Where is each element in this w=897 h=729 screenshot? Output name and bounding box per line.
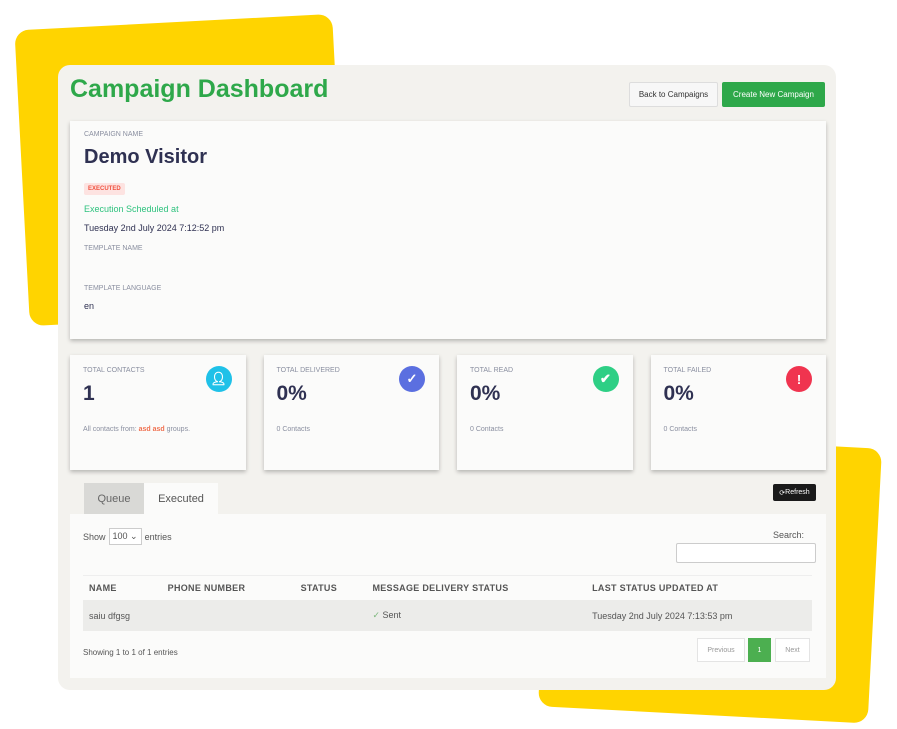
stat-card-delivered: TOTAL DELIVERED 0% 0 Contacts ✓ <box>263 355 439 470</box>
template-language: en <box>84 301 95 311</box>
stat-value: 0% <box>663 382 694 405</box>
stat-label: TOTAL READ <box>470 367 514 374</box>
stat-label: TOTAL FAILED <box>663 367 712 374</box>
stat-value: 0% <box>276 382 307 405</box>
campaign-info-card: CAMPAIGN NAME Demo Visitor EXECUTED Exec… <box>70 121 826 339</box>
check-icon: ✓ <box>372 610 383 620</box>
column-header-phone[interactable]: PHONE NUMBER <box>161 575 295 600</box>
stat-sub: 0 Contacts <box>470 426 504 433</box>
table-row: saiu dfgsg ✓ Sent Tuesday 2nd July 2024 … <box>83 600 812 631</box>
template-name <box>84 261 812 283</box>
alert-icon: ! <box>786 366 812 392</box>
next-page-button[interactable]: Next <box>775 638 810 662</box>
stat-sub: 0 Contacts <box>276 426 310 433</box>
cell-last-updated: Tuesday 2nd July 2024 7:13:53 pm <box>586 600 812 631</box>
delivery-status-text: Sent <box>382 610 402 620</box>
campaign-name-label: CAMPAIGN NAME <box>84 131 143 138</box>
search-label: Search: <box>772 530 804 540</box>
scheduled-label: Execution Scheduled at <box>84 204 179 214</box>
campaign-name: Demo Visitor <box>84 146 207 168</box>
sub-prefix: All contacts from: <box>83 426 139 433</box>
scheduled-date: Tuesday 2nd July 2024 7:12:52 pm <box>84 223 225 233</box>
column-header-last-updated[interactable]: LAST STATUS UPDATED AT <box>586 575 812 600</box>
stat-label: TOTAL DELIVERED <box>276 367 340 374</box>
stat-label: TOTAL CONTACTS <box>83 367 145 374</box>
cell-delivery-status: ✓ Sent <box>366 600 587 631</box>
column-header-delivery-status[interactable]: MESSAGE DELIVERY STATUS <box>366 575 587 600</box>
previous-page-button[interactable]: Previous <box>697 638 745 662</box>
sub-suffix: groups. <box>164 426 191 433</box>
user-icon: 👤︎ <box>205 366 232 392</box>
double-check-icon: ✔ <box>592 366 619 392</box>
stat-card-failed: TOTAL FAILED 0% 0 Contacts ! <box>650 355 826 470</box>
group-name: asd asd <box>138 426 165 433</box>
column-header-status[interactable]: STATUS <box>294 575 367 600</box>
page-title: Campaign Dashboard <box>70 75 329 103</box>
entries-select[interactable]: 100 ⌄ <box>108 528 142 545</box>
refresh-button[interactable]: ⟳ Refresh <box>773 484 816 501</box>
tab-executed[interactable]: Executed <box>144 483 218 514</box>
refresh-icon: ⟳ <box>779 489 786 497</box>
cell-phone <box>161 600 295 631</box>
tab-queue[interactable]: Queue <box>84 483 144 514</box>
stat-value: 0% <box>470 382 501 405</box>
executed-panel: Show 100 ⌄ entries Search: NAME PHONE NUMB… <box>70 514 826 678</box>
column-header-name[interactable]: NAME <box>83 575 162 600</box>
template-language-label: TEMPLATE LANGUAGE <box>84 285 162 292</box>
status-badge: EXECUTED <box>84 183 125 195</box>
back-to-campaigns-button[interactable]: Back to Campaigns <box>629 82 718 107</box>
create-campaign-button[interactable]: Create New Campaign <box>722 82 825 107</box>
stat-value: 1 <box>83 382 95 405</box>
dashboard-window: Campaign Dashboard Back to Campaigns Cre… <box>58 65 836 690</box>
entries-label: entries <box>144 531 172 542</box>
refresh-label: Refresh <box>785 489 810 496</box>
stat-card-contacts: TOTAL CONTACTS 1 All contacts from: asd … <box>70 355 246 470</box>
executed-table: NAME PHONE NUMBER STATUS MESSAGE DELIVER… <box>83 575 812 631</box>
template-name-label: TEMPLATE NAME <box>84 245 143 252</box>
stat-sub: All contacts from: asd asd groups. <box>83 426 233 433</box>
check-icon: ✓ <box>399 366 425 392</box>
search-input[interactable] <box>676 543 816 563</box>
stat-sub: 0 Contacts <box>663 426 697 433</box>
entries-value: 100 <box>112 531 128 541</box>
cell-status <box>294 600 367 631</box>
stat-card-read: TOTAL READ 0% 0 Contacts ✔ <box>457 355 633 470</box>
show-label: Show <box>83 531 106 542</box>
table-info: Showing 1 to 1 of 1 entries <box>83 648 178 657</box>
cell-name: saiu dfgsg <box>83 600 162 631</box>
page-1-button[interactable]: 1 <box>748 638 771 662</box>
